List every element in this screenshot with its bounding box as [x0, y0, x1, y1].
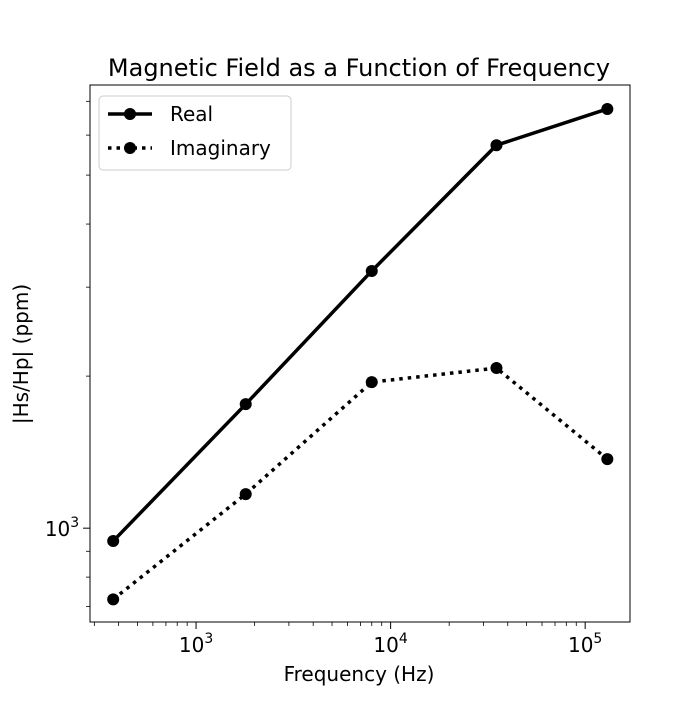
data-point-real [365, 264, 378, 277]
x-tick-label: 105 [568, 631, 602, 657]
legend: Real Imaginary [98, 95, 292, 171]
data-point-imaginary [239, 488, 252, 501]
plot-frame [89, 84, 631, 623]
legend-marker-real [124, 108, 136, 120]
x-axis-label: Frequency (Hz) [284, 662, 435, 686]
data-point-imaginary [365, 376, 378, 389]
data-point-imaginary [601, 453, 614, 466]
data-point-real [490, 139, 503, 152]
data-point-real [239, 398, 252, 411]
series-line-real [111, 107, 608, 543]
data-point-imaginary [490, 362, 503, 375]
series-line-imaginary [112, 366, 609, 601]
y-axis-label: |Hs/Hp| (ppm) [9, 284, 33, 424]
axis-ticks: 103 104 105 103 [45, 100, 602, 657]
data-point-imaginary [107, 593, 120, 606]
x-tick-label: 103 [179, 631, 213, 657]
legend-label-real: Real [170, 102, 213, 126]
chart-title: Magnetic Field as a Function of Frequenc… [108, 54, 610, 82]
legend-marker-imaginary [124, 142, 136, 154]
legend-label-imaginary: Imaginary [170, 136, 271, 160]
data-point-real [601, 102, 614, 115]
data-point-real [107, 535, 120, 548]
y-tick-label: 103 [45, 515, 79, 541]
x-tick-label: 104 [373, 631, 407, 657]
series-layer [107, 102, 614, 606]
